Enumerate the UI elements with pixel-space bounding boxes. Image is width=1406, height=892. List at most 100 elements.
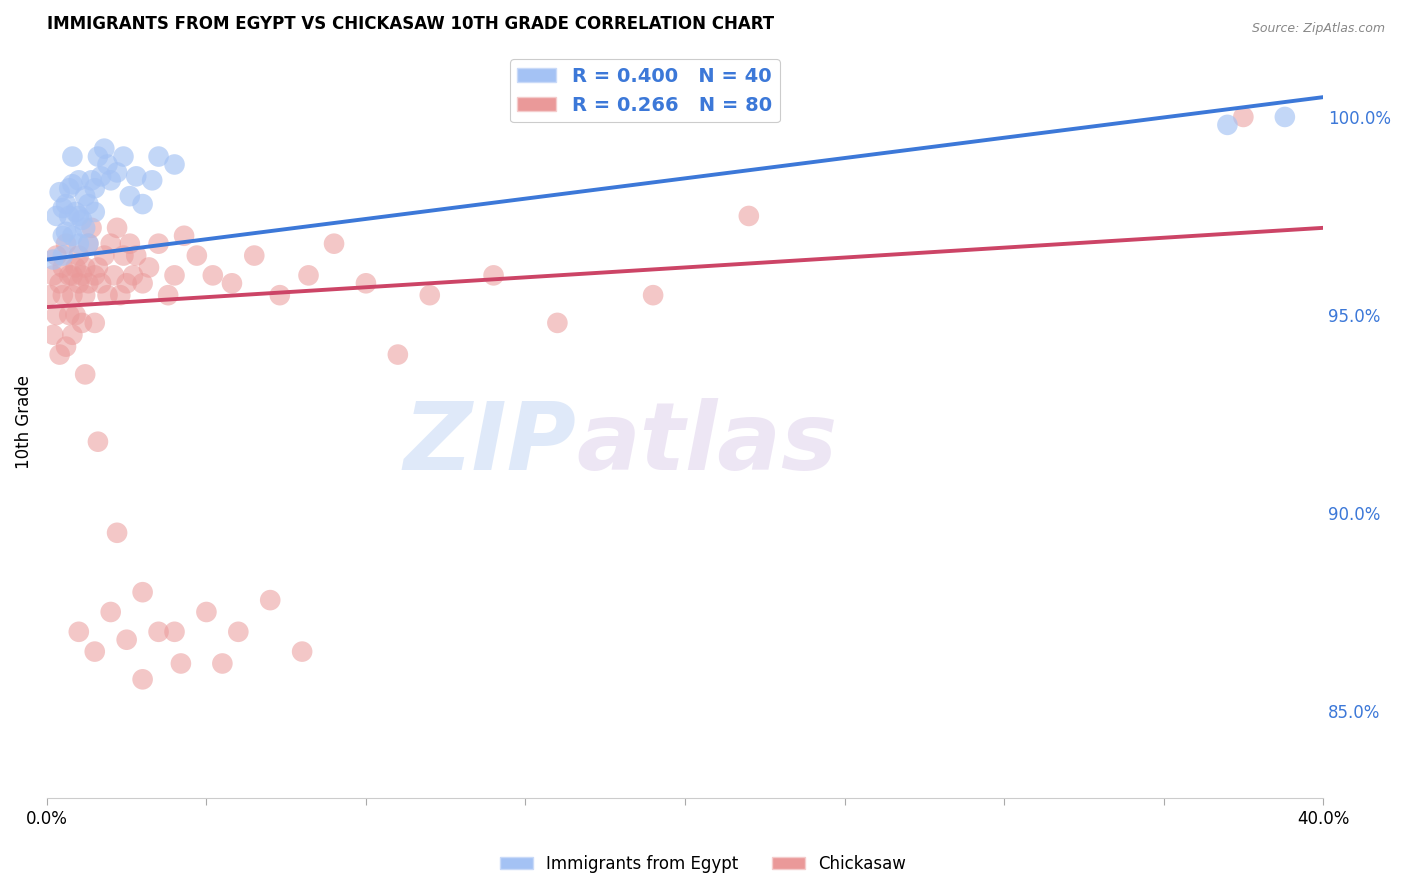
- Chickasaw: [323, 236, 346, 251]
- Chickasaw: [75, 368, 97, 382]
- Chickasaw: [163, 624, 186, 639]
- Immigrants from Egypt: [83, 181, 105, 195]
- Chickasaw: [131, 673, 153, 687]
- Immigrants from Egypt: [93, 142, 115, 156]
- Chickasaw: [48, 277, 70, 291]
- Chickasaw: [221, 277, 243, 291]
- Chickasaw: [103, 268, 125, 283]
- Chickasaw: [65, 260, 87, 275]
- Chickasaw: [546, 316, 568, 330]
- Chickasaw: [138, 260, 160, 275]
- Chickasaw: [100, 236, 122, 251]
- Chickasaw: [83, 644, 105, 658]
- Chickasaw: [67, 624, 90, 639]
- Chickasaw: [110, 288, 132, 302]
- Chickasaw: [354, 277, 377, 291]
- Immigrants from Egypt: [75, 220, 97, 235]
- Chickasaw: [1232, 110, 1254, 124]
- Chickasaw: [131, 585, 153, 599]
- Chickasaw: [131, 277, 153, 291]
- Text: ZIP: ZIP: [404, 399, 576, 491]
- Chickasaw: [105, 220, 128, 235]
- Chickasaw: [201, 268, 224, 283]
- Chickasaw: [157, 288, 180, 302]
- Chickasaw: [387, 348, 409, 362]
- Immigrants from Egypt: [105, 165, 128, 179]
- Chickasaw: [173, 228, 195, 243]
- Chickasaw: [55, 340, 77, 354]
- Text: IMMIGRANTS FROM EGYPT VS CHICKASAW 10TH GRADE CORRELATION CHART: IMMIGRANTS FROM EGYPT VS CHICKASAW 10TH …: [46, 15, 775, 33]
- Chickasaw: [259, 593, 281, 607]
- Chickasaw: [39, 288, 62, 302]
- Chickasaw: [96, 288, 118, 302]
- Chickasaw: [87, 434, 110, 449]
- Chickasaw: [75, 288, 97, 302]
- Chickasaw: [52, 260, 75, 275]
- Chickasaw: [243, 249, 266, 263]
- Immigrants from Egypt: [55, 225, 77, 239]
- Chickasaw: [45, 249, 67, 263]
- Text: Source: ZipAtlas.com: Source: ZipAtlas.com: [1251, 22, 1385, 36]
- Immigrants from Egypt: [52, 201, 75, 215]
- Chickasaw: [55, 236, 77, 251]
- Chickasaw: [228, 624, 250, 639]
- Immigrants from Egypt: [45, 209, 67, 223]
- Immigrants from Egypt: [70, 213, 93, 227]
- Chickasaw: [42, 327, 65, 342]
- Chickasaw: [105, 525, 128, 540]
- Immigrants from Egypt: [67, 236, 90, 251]
- Immigrants from Egypt: [58, 181, 80, 195]
- Immigrants from Egypt: [90, 169, 112, 184]
- Immigrants from Egypt: [141, 173, 163, 187]
- Immigrants from Egypt: [148, 150, 170, 164]
- Immigrants from Egypt: [67, 209, 90, 223]
- Chickasaw: [67, 277, 90, 291]
- Chickasaw: [291, 644, 314, 658]
- Immigrants from Egypt: [52, 228, 75, 243]
- Chickasaw: [170, 657, 193, 671]
- Chickasaw: [195, 605, 218, 619]
- Immigrants from Egypt: [96, 157, 118, 171]
- Immigrants from Egypt: [1216, 118, 1239, 132]
- Chickasaw: [42, 268, 65, 283]
- Immigrants from Egypt: [100, 173, 122, 187]
- Immigrants from Egypt: [62, 228, 84, 243]
- Chickasaw: [115, 277, 138, 291]
- Immigrants from Egypt: [1274, 110, 1296, 124]
- Chickasaw: [112, 249, 135, 263]
- Chickasaw: [87, 260, 110, 275]
- Chickasaw: [93, 249, 115, 263]
- Immigrants from Egypt: [77, 236, 100, 251]
- Chickasaw: [297, 268, 319, 283]
- Immigrants from Egypt: [80, 173, 103, 187]
- Chickasaw: [48, 348, 70, 362]
- Chickasaw: [67, 249, 90, 263]
- Chickasaw: [148, 624, 170, 639]
- Chickasaw: [58, 308, 80, 322]
- Legend: Immigrants from Egypt, Chickasaw: Immigrants from Egypt, Chickasaw: [494, 848, 912, 880]
- Chickasaw: [482, 268, 505, 283]
- Chickasaw: [83, 316, 105, 330]
- Chickasaw: [45, 308, 67, 322]
- Immigrants from Egypt: [42, 252, 65, 267]
- Chickasaw: [90, 277, 112, 291]
- Immigrants from Egypt: [48, 185, 70, 199]
- Immigrants from Egypt: [163, 157, 186, 171]
- Chickasaw: [738, 209, 761, 223]
- Chickasaw: [643, 288, 665, 302]
- Immigrants from Egypt: [67, 173, 90, 187]
- Immigrants from Egypt: [58, 209, 80, 223]
- Legend: R = 0.400   N = 40, R = 0.266   N = 80: R = 0.400 N = 40, R = 0.266 N = 80: [510, 59, 780, 122]
- Chickasaw: [419, 288, 441, 302]
- Chickasaw: [62, 327, 84, 342]
- Chickasaw: [163, 268, 186, 283]
- Chickasaw: [186, 249, 208, 263]
- Chickasaw: [75, 260, 97, 275]
- Y-axis label: 10th Grade: 10th Grade: [15, 375, 32, 469]
- Immigrants from Egypt: [52, 249, 75, 263]
- Chickasaw: [62, 288, 84, 302]
- Chickasaw: [80, 220, 103, 235]
- Chickasaw: [118, 236, 141, 251]
- Chickasaw: [62, 268, 84, 283]
- Chickasaw: [70, 268, 93, 283]
